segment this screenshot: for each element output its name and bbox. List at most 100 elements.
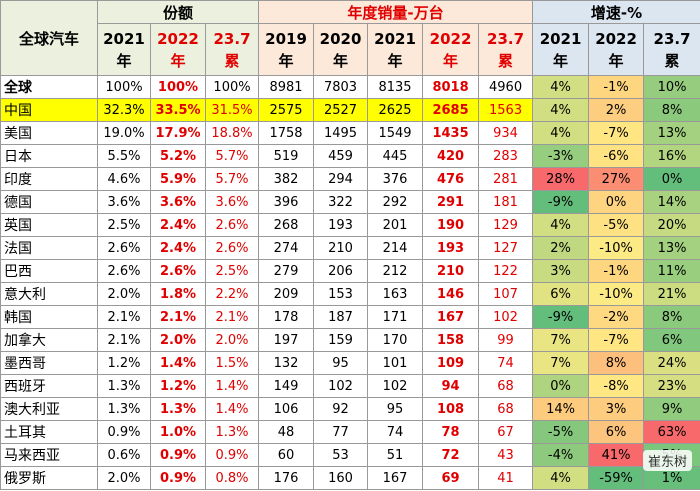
cell: -7%	[588, 121, 645, 145]
cell: 3%	[532, 259, 590, 283]
cell: 170	[367, 328, 424, 352]
cell: 445	[367, 144, 424, 168]
cell: 206	[313, 259, 369, 283]
cell: 95	[313, 351, 369, 375]
cell: 1563	[478, 98, 534, 122]
header-title: 全球汽车	[0, 0, 98, 76]
cell: 2.6%	[204, 213, 260, 237]
cell: 2.0%	[204, 328, 260, 352]
cell: 5.5%	[97, 144, 151, 168]
cell: 60	[258, 443, 315, 467]
cell: 210	[422, 259, 480, 283]
cell: 1549	[367, 121, 424, 145]
cell: 92	[313, 397, 369, 421]
row-name: 澳大利亚	[0, 397, 98, 421]
cell: 28%	[532, 167, 590, 191]
header-row: 2021 年 2022 年 23.7 累 2019 年 2020 年 2021 年 2022 年 23.7 累…	[1, 23, 700, 76]
cell: 519	[258, 144, 315, 168]
column-header: 2022 年	[150, 23, 206, 76]
cell: 102	[367, 374, 424, 398]
cell: 13%	[643, 236, 700, 260]
cell: 2%	[588, 98, 645, 122]
cell: 107	[478, 282, 534, 306]
cell: 19.0%	[97, 121, 151, 145]
cell: 0%	[588, 190, 645, 214]
cell: 8%	[643, 305, 700, 329]
data-row: 墨西哥 1.2% 1.4% 1.5% 132 95 101 109 74 7% 8% 24%	[0, 351, 700, 375]
row-name: 西班牙	[0, 374, 98, 398]
column-year: 2021	[374, 29, 416, 48]
cell: 376	[367, 167, 424, 191]
cell: 78	[422, 420, 480, 444]
cell: -9%	[532, 305, 590, 329]
data-row: 俄罗斯 2.0% 0.9% 0.8% 176 160 167 69 41 4% -59% 1%	[0, 466, 700, 490]
data-row: 西班牙 1.3% 1.2% 1.4% 149 102 102 94 68 0% -8% 23%	[0, 374, 700, 398]
cell: -10%	[588, 282, 645, 306]
row-name: 韩国	[0, 305, 98, 329]
column-unit: 累	[664, 51, 680, 70]
column-unit: 年	[387, 51, 403, 70]
cell: 24%	[643, 351, 700, 375]
cell: 0%	[532, 374, 590, 398]
row-name: 加拿大	[0, 328, 98, 352]
cell: 102	[478, 305, 534, 329]
group-header: 增速-%	[532, 0, 700, 25]
column-year: 2021	[103, 29, 145, 48]
cell: 100%	[204, 75, 260, 99]
cell: 1.4%	[204, 374, 260, 398]
cell: 2.0%	[150, 328, 206, 352]
cell: 274	[258, 236, 315, 260]
cell: 159	[313, 328, 369, 352]
cell: 51	[367, 443, 424, 467]
row-name: 印度	[0, 167, 98, 191]
data-row: 美国 19.0% 17.9% 18.8% 1758 1495 1549 1435 934 4% -7…	[0, 121, 700, 145]
cell: 31.5%	[204, 98, 260, 122]
cell: 7%	[532, 328, 590, 352]
cell: 8%	[588, 351, 645, 375]
cell: 127	[478, 236, 534, 260]
cell: 5.7%	[204, 167, 260, 191]
cell: 8981	[258, 75, 315, 99]
cell: 0.9%	[97, 420, 151, 444]
cell: 94	[422, 374, 480, 398]
cell: 2.5%	[97, 213, 151, 237]
data-row: 日本 5.5% 5.2% 5.7% 519 459 445 420 283 -3% -6% 16%	[0, 144, 700, 168]
cell: 122	[478, 259, 534, 283]
data-row: 英国 2.5% 2.4% 2.6% 268 193 201 190 129 4% -5% 20%	[0, 213, 700, 237]
cell: 2.0%	[97, 466, 151, 490]
cell: 0.9%	[150, 466, 206, 490]
cell: -1%	[588, 75, 645, 99]
cell: 178	[258, 305, 315, 329]
cell: 2.1%	[97, 305, 151, 329]
cell: -10%	[588, 236, 645, 260]
cell: 322	[313, 190, 369, 214]
cell: 14%	[643, 190, 700, 214]
header-row: 全球汽车 份额 年度销量-万台 增速-%	[0, 0, 700, 76]
cell: 53	[313, 443, 369, 467]
cell: 108	[422, 397, 480, 421]
cell: 1495	[313, 121, 369, 145]
column-unit: 累	[224, 51, 240, 70]
cell: 2.0%	[97, 282, 151, 306]
cell: 193	[313, 213, 369, 237]
row-name: 巴西	[0, 259, 98, 283]
cell: 69	[422, 466, 480, 490]
cell: 167	[367, 466, 424, 490]
cell: 21%	[643, 282, 700, 306]
column-header: 2020 年	[313, 23, 369, 76]
cell: 2.1%	[97, 328, 151, 352]
cell: 41%	[588, 443, 645, 467]
column-header: 2021 年	[532, 23, 590, 76]
cell: 109	[422, 351, 480, 375]
cell: 102	[313, 374, 369, 398]
cell: 214	[367, 236, 424, 260]
data-row: 法国 2.6% 2.4% 2.6% 274 210 214 193 127 2% -10% 13%	[0, 236, 700, 260]
row-name: 英国	[0, 213, 98, 237]
cell: 6%	[588, 420, 645, 444]
cell: 396	[258, 190, 315, 214]
cell: 1.3%	[97, 374, 151, 398]
cell: 1.3%	[97, 397, 151, 421]
cell: 4%	[532, 213, 590, 237]
cell: 7%	[532, 351, 590, 375]
